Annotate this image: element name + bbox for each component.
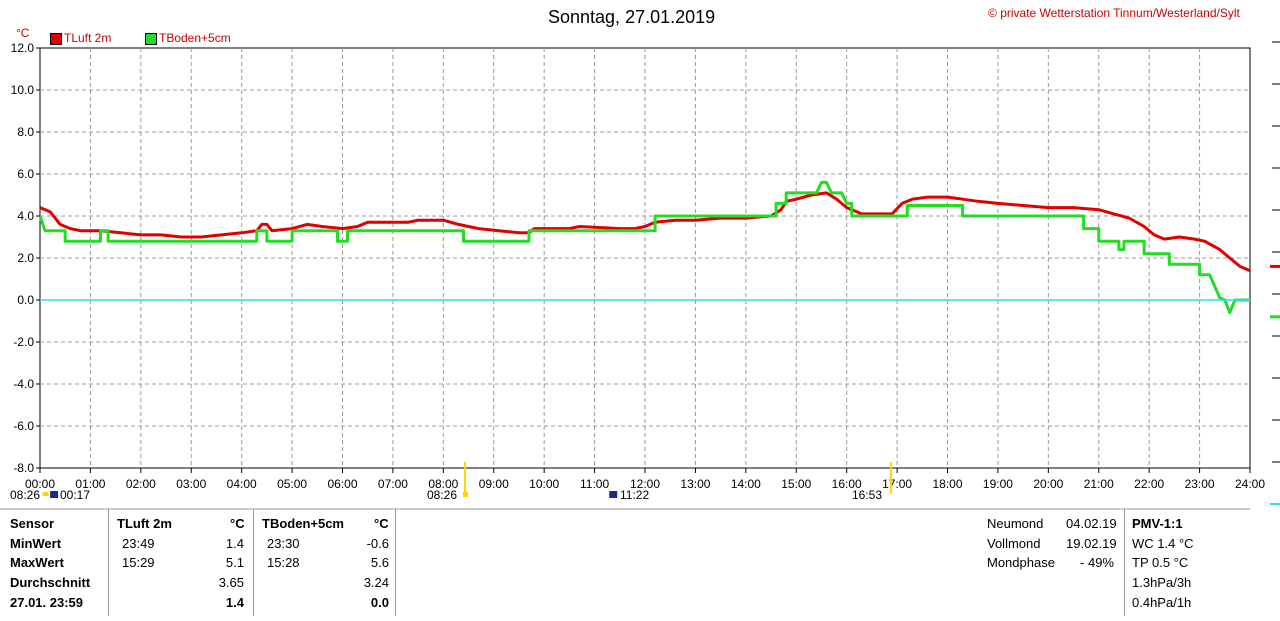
y-tick-label: 0.0 [17, 293, 34, 307]
series-line-tluft [39, 191, 1251, 272]
x-tick-label: 05:00 [277, 477, 307, 491]
table-row-label: Durchschnitt [10, 575, 91, 590]
table-header-tluft-unit: °C [230, 516, 245, 531]
x-tick-label: 07:00 [378, 477, 408, 491]
y-tick-label: 12.0 [11, 41, 35, 55]
x-tick-label: 21:00 [1084, 477, 1114, 491]
table-cell: 5.1 [225, 555, 244, 570]
table-cell: -0.6 [366, 536, 389, 551]
pmv-windchill: WC 1.4 °C [1132, 536, 1194, 551]
x-tick-label: 18:00 [932, 477, 962, 491]
x-tick-label: 01:00 [75, 477, 105, 491]
table-cell: 3.24 [363, 575, 389, 590]
mondphase-value: - 49% [1080, 555, 1114, 570]
x-tick-label: 13:00 [680, 477, 710, 491]
y-tick-label: 6.0 [17, 167, 34, 181]
series-line-tboden [38, 180, 1250, 315]
neumond-label: Neumond [987, 516, 1044, 531]
y-tick-label: -6.0 [13, 419, 34, 433]
table-header-sensor: Sensor [10, 516, 55, 531]
y-unit-label: °C [16, 26, 30, 40]
table-row-label: MinWert [10, 536, 62, 551]
day-start-marker [42, 492, 49, 496]
mondphase-label: Mondphase [987, 555, 1055, 570]
moonset-label: 11:22 [620, 488, 650, 502]
table-cell: 15:29 [122, 555, 155, 570]
copyright-symbol: © [988, 6, 997, 20]
table-header-tluft: TLuft 2m [117, 516, 172, 531]
sunrise-dot [463, 492, 469, 497]
sunrise-label-left: 08:26 [10, 488, 41, 502]
table-cell: 23:30 [267, 536, 300, 551]
chart-title: Sonntag, 27.01.2019 [548, 7, 716, 27]
vollmond-date: 19.02.19 [1066, 536, 1117, 551]
x-tick-label: 12:00 [630, 477, 660, 491]
table-header-tboden-unit: °C [374, 516, 389, 531]
table-cell: 1.4 [225, 536, 244, 551]
y-tick-label: 10.0 [11, 83, 35, 97]
copyright: © private Wetterstation Tinnum/Westerlan… [988, 6, 1240, 20]
x-tick-label: 24:00 [1235, 477, 1265, 491]
table-cell: 15:28 [267, 555, 300, 570]
x-tick-label: 23:00 [1185, 477, 1215, 491]
legend-swatch-tboden [145, 33, 157, 45]
table-cell: 5.6 [370, 555, 389, 570]
x-tick-label: 11:00 [580, 477, 609, 491]
legend-label-tboden: TBoden+5cm [159, 31, 231, 45]
y-tick-label: -8.0 [13, 461, 34, 475]
neumond-date: 04.02.19 [1066, 516, 1117, 531]
table-row-label: 27.01. 23:59 [10, 595, 84, 610]
x-tick-label: 03:00 [176, 477, 206, 491]
moonrise-marker [50, 491, 59, 498]
pmv-title: PMV-1:1 [1132, 516, 1183, 531]
x-tick-label: 19:00 [983, 477, 1013, 491]
y-tick-label: 8.0 [17, 125, 34, 139]
x-tick-label: 14:00 [731, 477, 761, 491]
x-tick-label: 06:00 [327, 477, 357, 491]
x-tick-label: 09:00 [479, 477, 509, 491]
table-divider [108, 509, 109, 616]
x-tick-label: 02:00 [126, 477, 156, 491]
x-tick-label: 08:00 [428, 477, 458, 491]
moonset-marker [609, 491, 618, 498]
x-tick-label: 17:00 [882, 477, 912, 491]
x-tick-label: 15:00 [781, 477, 811, 491]
table-divider [395, 509, 396, 616]
x-tick-label: 22:00 [1134, 477, 1164, 491]
x-tick-label: 16:00 [832, 477, 862, 491]
table-cell: 0.0 [370, 595, 389, 610]
pmv-pressure-3h: 1.3hPa/3h [1132, 575, 1192, 590]
y-tick-label: -4.0 [13, 377, 34, 391]
table-divider [253, 509, 254, 616]
table-row-label: MaxWert [10, 555, 64, 570]
pmv-pressure-1h: 0.4hPa/1h [1132, 595, 1192, 610]
y-tick-label: -2.0 [13, 335, 34, 349]
legend-swatch-tluft [50, 33, 62, 45]
table-cell: 23:49 [122, 536, 155, 551]
vollmond-label: Vollmond [987, 536, 1041, 551]
table-cell: 3.65 [218, 575, 244, 590]
y-tick-label: 2.0 [17, 251, 34, 265]
table-cell: 1.4 [225, 595, 244, 610]
x-tick-label: 10:00 [529, 477, 559, 491]
pmv-dewpoint: TP 0.5 °C [1132, 555, 1189, 570]
pmv-divider [1124, 509, 1125, 616]
y-tick-label: 4.0 [17, 209, 34, 223]
x-tick-label: 04:00 [227, 477, 257, 491]
copyright-text: private Wetterstation Tinnum/Westerland/… [1000, 6, 1240, 20]
x-tick-label: 20:00 [1033, 477, 1063, 491]
moonrise-label: 00:17 [60, 488, 91, 502]
x-tick-label: 00:00 [25, 477, 55, 491]
sunrise-label: 08:26 [427, 488, 458, 502]
sunset-label: 16:53 [852, 488, 883, 502]
legend-label-tluft: TLuft 2m [64, 31, 112, 45]
table-header-tboden: TBoden+5cm [262, 516, 344, 531]
